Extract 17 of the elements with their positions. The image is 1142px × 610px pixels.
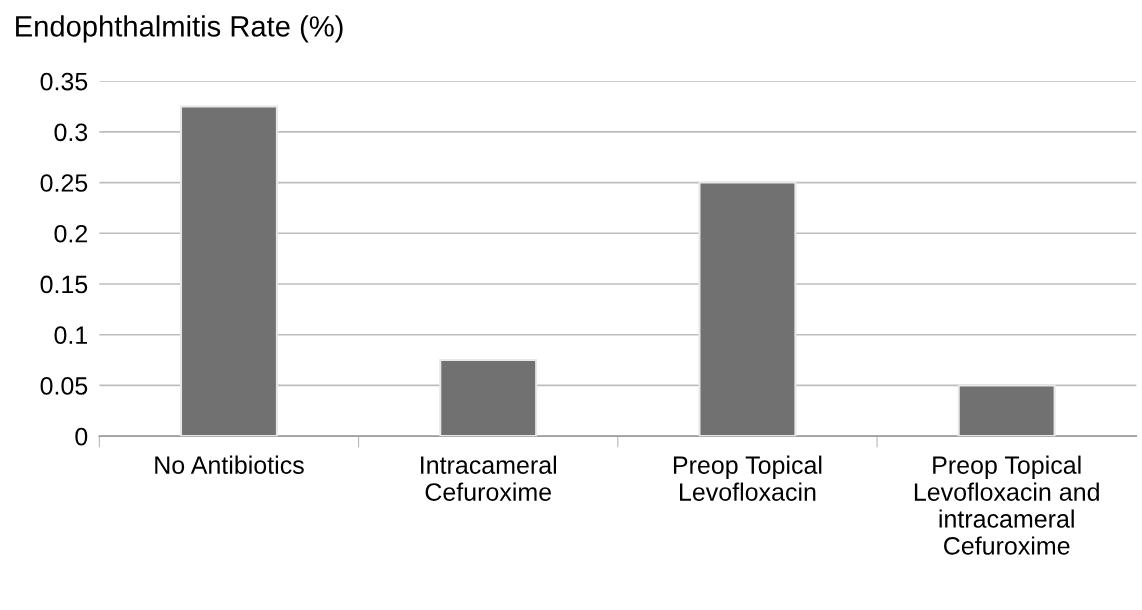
x-tick-label: Preop Topical Levofloxacin and intracameral Cefuroxime	[914, 455, 1099, 555]
bar	[439, 359, 538, 437]
y-tick-label: 0.15	[40, 275, 88, 294]
y-tick-label: 0.35	[40, 72, 88, 91]
x-tick-label: No Antibiotics	[155, 455, 304, 474]
bar	[179, 105, 278, 437]
x-tick-label: Intracameral Cefuroxime	[421, 455, 557, 501]
y-tick-label: 0.1	[54, 326, 88, 345]
y-tick-label: 0	[75, 427, 88, 446]
bar	[957, 384, 1056, 437]
x-tick-label: Preop Topical Levofloxacin	[673, 455, 822, 501]
y-tick-label: 0.3	[54, 123, 88, 142]
y-tick-label: 0.25	[40, 174, 88, 192]
y-tick-label: 0.2	[54, 224, 87, 243]
chart-title: Endophthalmitis Rate (%)	[16, 15, 343, 43]
bar	[698, 181, 797, 437]
y-tick-label: 0.05	[40, 377, 88, 395]
